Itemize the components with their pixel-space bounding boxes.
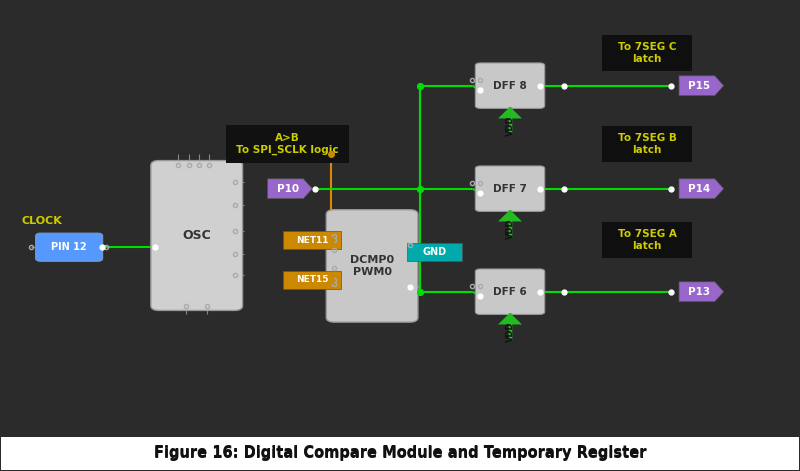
Text: VDD: VDD [506, 321, 514, 342]
Polygon shape [268, 179, 312, 198]
Text: To 7SEG A
latch: To 7SEG A latch [618, 229, 677, 251]
Polygon shape [407, 243, 462, 261]
FancyBboxPatch shape [36, 233, 102, 261]
Text: NET11: NET11 [296, 236, 328, 244]
Text: VDD: VDD [506, 218, 514, 239]
Text: P10: P10 [277, 184, 299, 194]
FancyBboxPatch shape [602, 222, 692, 259]
Polygon shape [679, 179, 724, 198]
Text: Figure 16: Digital Compare Module and Temporary Register: Figure 16: Digital Compare Module and Te… [154, 445, 646, 460]
Text: To 7SEG C
latch: To 7SEG C latch [618, 42, 676, 64]
Text: A>B
To SPI_SCLK logic: A>B To SPI_SCLK logic [236, 133, 339, 155]
Polygon shape [679, 76, 724, 96]
FancyBboxPatch shape [475, 269, 545, 315]
Polygon shape [498, 107, 522, 118]
Text: DFF 6: DFF 6 [493, 287, 527, 297]
Polygon shape [498, 210, 522, 221]
Text: Figure 16: Digital Compare Module and Temporary Register: Figure 16: Digital Compare Module and Te… [154, 446, 646, 461]
FancyBboxPatch shape [151, 161, 242, 310]
Text: GND: GND [422, 247, 447, 257]
FancyBboxPatch shape [2, 437, 798, 470]
FancyBboxPatch shape [475, 166, 545, 211]
Text: NET15: NET15 [296, 276, 328, 284]
Text: CLOCK: CLOCK [22, 217, 62, 227]
Text: OSC: OSC [182, 229, 211, 242]
Text: P13: P13 [688, 287, 710, 297]
FancyBboxPatch shape [602, 35, 692, 71]
Text: P15: P15 [688, 81, 710, 91]
FancyBboxPatch shape [602, 126, 692, 162]
Text: To 7SEG B
latch: To 7SEG B latch [618, 133, 677, 155]
Text: PIN 12: PIN 12 [51, 242, 87, 252]
FancyBboxPatch shape [226, 125, 349, 163]
FancyBboxPatch shape [326, 210, 418, 322]
Polygon shape [498, 313, 522, 325]
FancyBboxPatch shape [475, 63, 545, 108]
Polygon shape [283, 271, 342, 289]
Polygon shape [679, 282, 724, 301]
Text: DFF 8: DFF 8 [493, 81, 527, 91]
Text: DCMP0
PWM0: DCMP0 PWM0 [350, 255, 394, 277]
Text: VDD: VDD [506, 115, 514, 136]
Polygon shape [283, 231, 342, 249]
Text: P14: P14 [688, 184, 710, 194]
Text: DFF 7: DFF 7 [493, 184, 527, 194]
